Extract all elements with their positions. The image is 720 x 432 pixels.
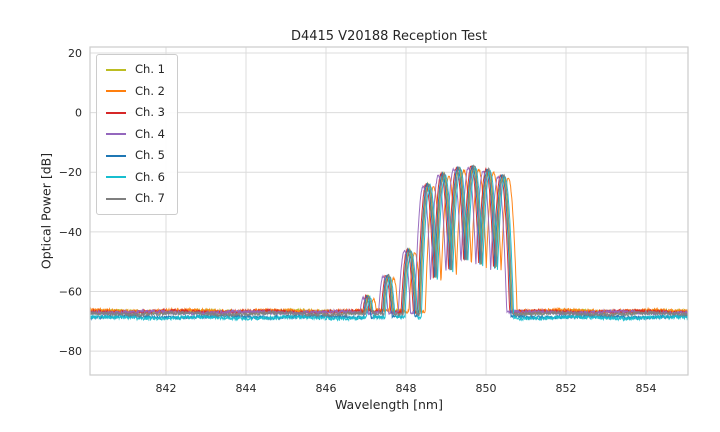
series-line-7 [90,164,688,319]
legend-item-ch-3: Ch. 3 [106,102,165,124]
legend-swatch-ch-3 [106,111,126,114]
legend-item-ch-6: Ch. 6 [106,167,165,189]
legend-label-ch-3: Ch. 3 [135,105,165,119]
axes-spines [89,46,689,376]
x-tick-label: 852 [556,382,577,395]
legend-label-ch-4: Ch. 4 [135,126,165,141]
legend-swatch-ch-2 [106,90,126,93]
y-tick-label: −80 [59,345,82,358]
legend-swatch-ch-5 [106,154,126,157]
x-axis-label: Wavelength [nm] [335,397,443,412]
legend-label-ch-1: Ch. 1 [135,62,165,76]
legend-label-ch-6: Ch. 6 [135,169,165,184]
y-axis-label: Optical Power [dB] [38,152,54,270]
legend-swatch-ch-1 [106,68,126,71]
legend-item-ch-4: Ch. 4 [106,124,165,146]
legend: Ch. 1 Ch. 2 Ch. 3 Ch. 4 Ch. 5 Ch. 6 Ch. 7 [96,54,178,215]
legend-item-ch-2: Ch. 2 [106,81,165,103]
chart-title: D4415 V20188 Reception Test [290,29,488,44]
legend-item-ch-7: Ch. 7 [106,188,165,210]
legend-swatch-ch-6 [106,176,126,179]
series-line-4 [90,166,688,317]
x-tick-label: 848 [396,382,417,395]
y-tick-label: 0 [75,107,82,120]
x-tick-label: 850 [476,382,497,395]
series-line-6 [90,166,688,322]
y-tick-label: 20 [68,47,82,60]
y-tick-label: −20 [59,166,82,179]
x-tick-label: 844 [236,382,257,395]
legend-label-ch-2: Ch. 2 [135,83,165,98]
tick-labels: 842 844 846 848 850 852 854 20 0 −20 −40 −60 −80 [59,47,657,395]
legend-label-ch-7: Ch. 7 [135,191,165,205]
y-tick-label: −60 [59,286,82,299]
series-line-3 [90,165,688,317]
x-tick-label: 846 [316,382,337,395]
legend-swatch-ch-7 [106,197,126,200]
legend-label-ch-5: Ch. 5 [135,148,165,162]
legend-item-ch-1: Ch. 1 [106,59,165,81]
legend-item-ch-5: Ch. 5 [106,145,165,167]
y-tick-label: −40 [59,226,82,239]
grid [90,47,688,375]
legend-swatch-ch-4 [106,133,126,136]
x-tick-label: 854 [636,382,657,395]
series-group [90,164,688,322]
x-tick-label: 842 [156,382,177,395]
